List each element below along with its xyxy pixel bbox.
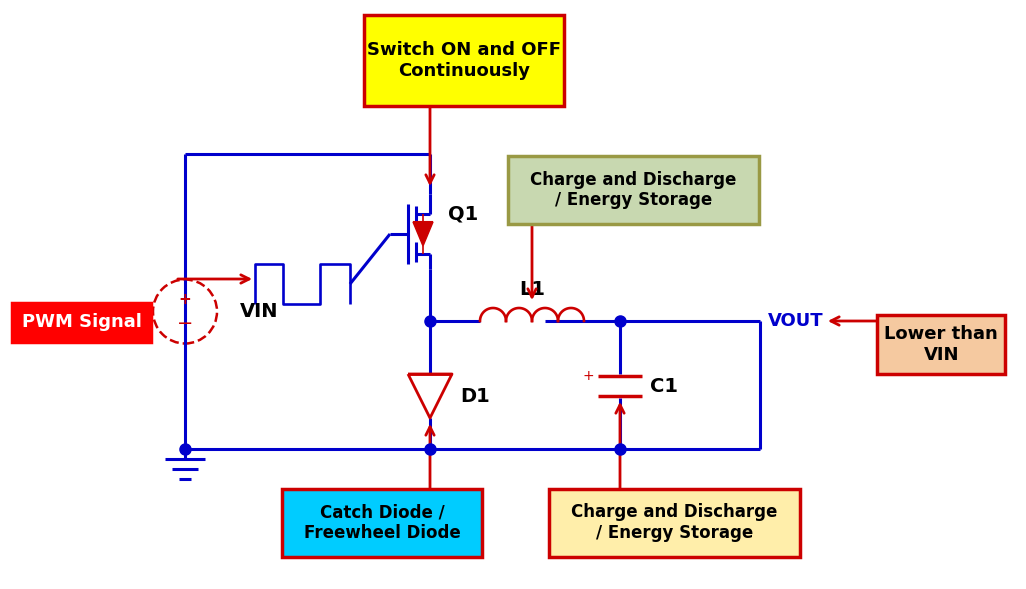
Text: Lower than
VIN: Lower than VIN bbox=[884, 325, 998, 364]
Text: PWM Signal: PWM Signal bbox=[22, 313, 142, 332]
Text: C1: C1 bbox=[650, 376, 678, 395]
Text: Q1: Q1 bbox=[448, 204, 478, 223]
Text: VIN: VIN bbox=[240, 302, 278, 321]
Polygon shape bbox=[413, 222, 433, 246]
Text: L1: L1 bbox=[519, 280, 545, 299]
Text: +: + bbox=[179, 292, 192, 307]
FancyBboxPatch shape bbox=[877, 315, 1005, 374]
FancyBboxPatch shape bbox=[282, 489, 482, 557]
FancyBboxPatch shape bbox=[549, 489, 800, 557]
FancyBboxPatch shape bbox=[12, 303, 151, 342]
Text: −: − bbox=[176, 314, 193, 333]
Text: Charge and Discharge
/ Energy Storage: Charge and Discharge / Energy Storage bbox=[571, 504, 778, 542]
Text: +: + bbox=[582, 369, 594, 383]
Text: D1: D1 bbox=[460, 386, 489, 405]
Text: Catch Diode /
Freewheel Diode: Catch Diode / Freewheel Diode bbox=[304, 504, 461, 542]
FancyBboxPatch shape bbox=[508, 156, 759, 224]
Text: VOUT: VOUT bbox=[768, 312, 824, 330]
Text: Charge and Discharge
/ Energy Storage: Charge and Discharge / Energy Storage bbox=[530, 171, 737, 209]
FancyBboxPatch shape bbox=[364, 15, 564, 106]
Text: Switch ON and OFF
Continuously: Switch ON and OFF Continuously bbox=[367, 41, 561, 80]
